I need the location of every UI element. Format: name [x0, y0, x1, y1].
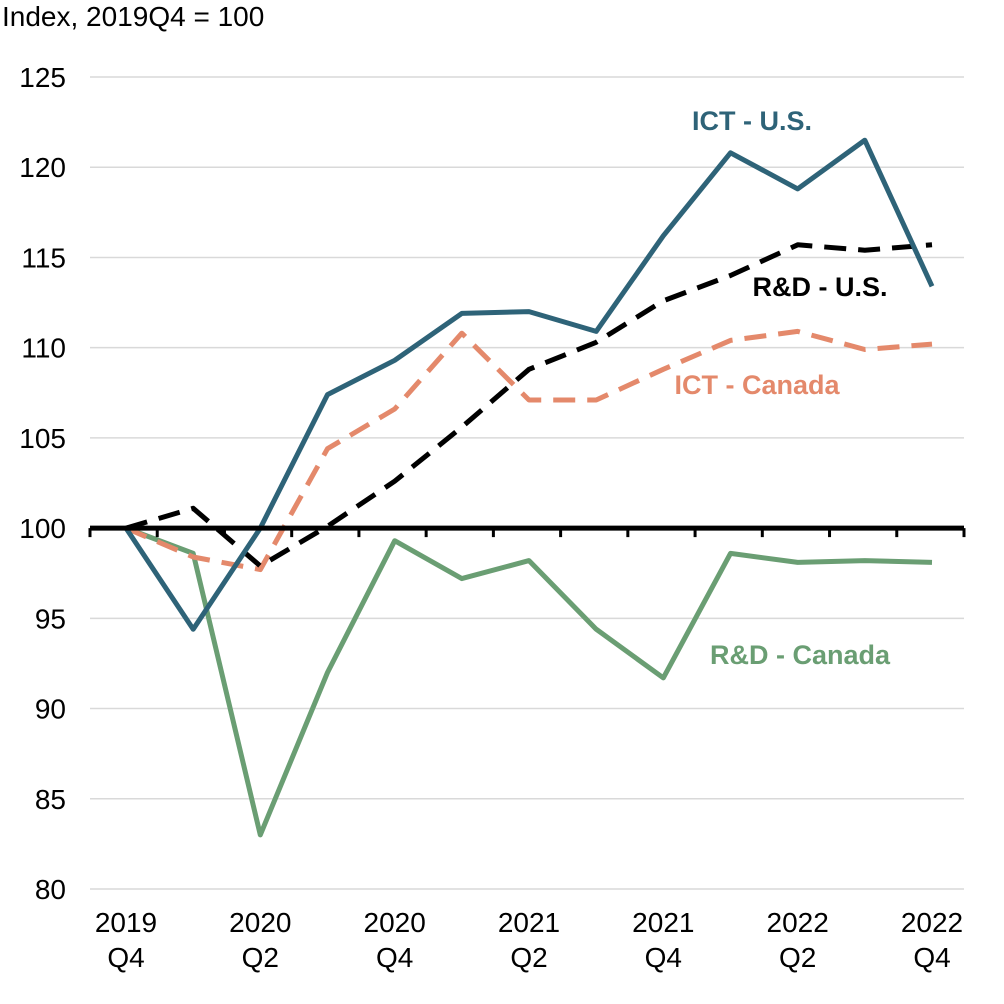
y-axis-unit-label: Index, 2019Q4 = 100 — [2, 1, 264, 32]
x-tick-year-4: 2021 — [632, 907, 694, 938]
series-line-ict-canada — [125, 328, 933, 573]
baseline-layer — [88, 525, 966, 538]
x-tick-quarter-1: Q2 — [242, 942, 279, 973]
y-tick-label-105: 105 — [19, 423, 66, 454]
series-lines — [123, 137, 935, 838]
y-tick-label-100: 100 — [19, 513, 66, 544]
y-tick-label-120: 120 — [19, 152, 66, 183]
x-tick-quarter-2: Q4 — [376, 942, 413, 973]
x-tick-quarter-4: Q4 — [645, 942, 682, 973]
y-tick-label-80: 80 — [35, 874, 66, 905]
x-tick-year-5: 2022 — [767, 907, 829, 938]
x-tick-quarter-0: Q4 — [107, 942, 144, 973]
y-tick-label-95: 95 — [35, 603, 66, 634]
x-tick-year-3: 2021 — [498, 907, 560, 938]
series-labels: ICT - U.S. R&D - U.S. ICT - Canada R&D - Ca… — [674, 106, 891, 670]
y-tick-label-85: 85 — [35, 784, 66, 815]
series-label-ict-u-s-: ICT - U.S. — [692, 106, 812, 136]
series-label-ict-canada: ICT - Canada — [674, 370, 840, 400]
y-axis-ticks: 80 85 90 95 100 105 110 115 120 125 — [19, 62, 66, 905]
series-line-r-d-canada — [125, 525, 933, 838]
y-tick-label-90: 90 — [35, 694, 66, 725]
y-tick-label-115: 115 — [21, 242, 66, 273]
gridlines — [90, 76, 964, 890]
x-tick-quarter-6: Q4 — [913, 942, 950, 973]
x-tick-quarter-3: Q2 — [510, 942, 547, 973]
series-label-r-d-canada: R&D - Canada — [710, 640, 891, 670]
x-tick-year-6: 2022 — [901, 907, 963, 938]
series-line-r-d-u-s- — [125, 242, 933, 569]
series-label-r-d-u-s-: R&D - U.S. — [753, 272, 888, 302]
y-tick-label-110: 110 — [21, 333, 66, 364]
x-axis-ticks: 2019 Q4 2020 Q2 2020 Q4 2021 Q2 2021 Q4 2022 Q2 2022… — [95, 907, 963, 973]
y-tick-label-125: 125 — [19, 62, 66, 93]
x-tick-year-1: 2020 — [229, 907, 291, 938]
x-tick-quarter-5: Q2 — [779, 942, 816, 973]
x-tick-year-2: 2020 — [364, 907, 426, 938]
x-tick-year-0: 2019 — [95, 907, 157, 938]
